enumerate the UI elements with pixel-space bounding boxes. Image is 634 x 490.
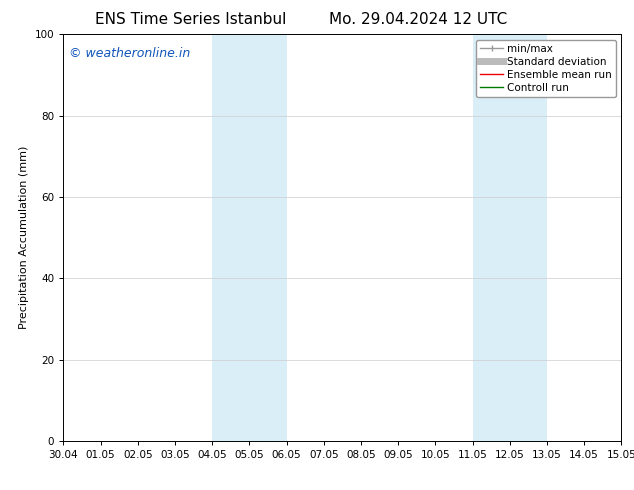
Bar bbox=[472, 34, 547, 441]
Legend: min/max, Standard deviation, Ensemble mean run, Controll run: min/max, Standard deviation, Ensemble me… bbox=[476, 40, 616, 97]
Y-axis label: Precipitation Accumulation (mm): Precipitation Accumulation (mm) bbox=[19, 146, 29, 329]
Text: ENS Time Series Istanbul: ENS Time Series Istanbul bbox=[94, 12, 286, 27]
Bar bbox=[212, 34, 287, 441]
Text: © weatheronline.in: © weatheronline.in bbox=[69, 47, 190, 59]
Text: Mo. 29.04.2024 12 UTC: Mo. 29.04.2024 12 UTC bbox=[329, 12, 508, 27]
